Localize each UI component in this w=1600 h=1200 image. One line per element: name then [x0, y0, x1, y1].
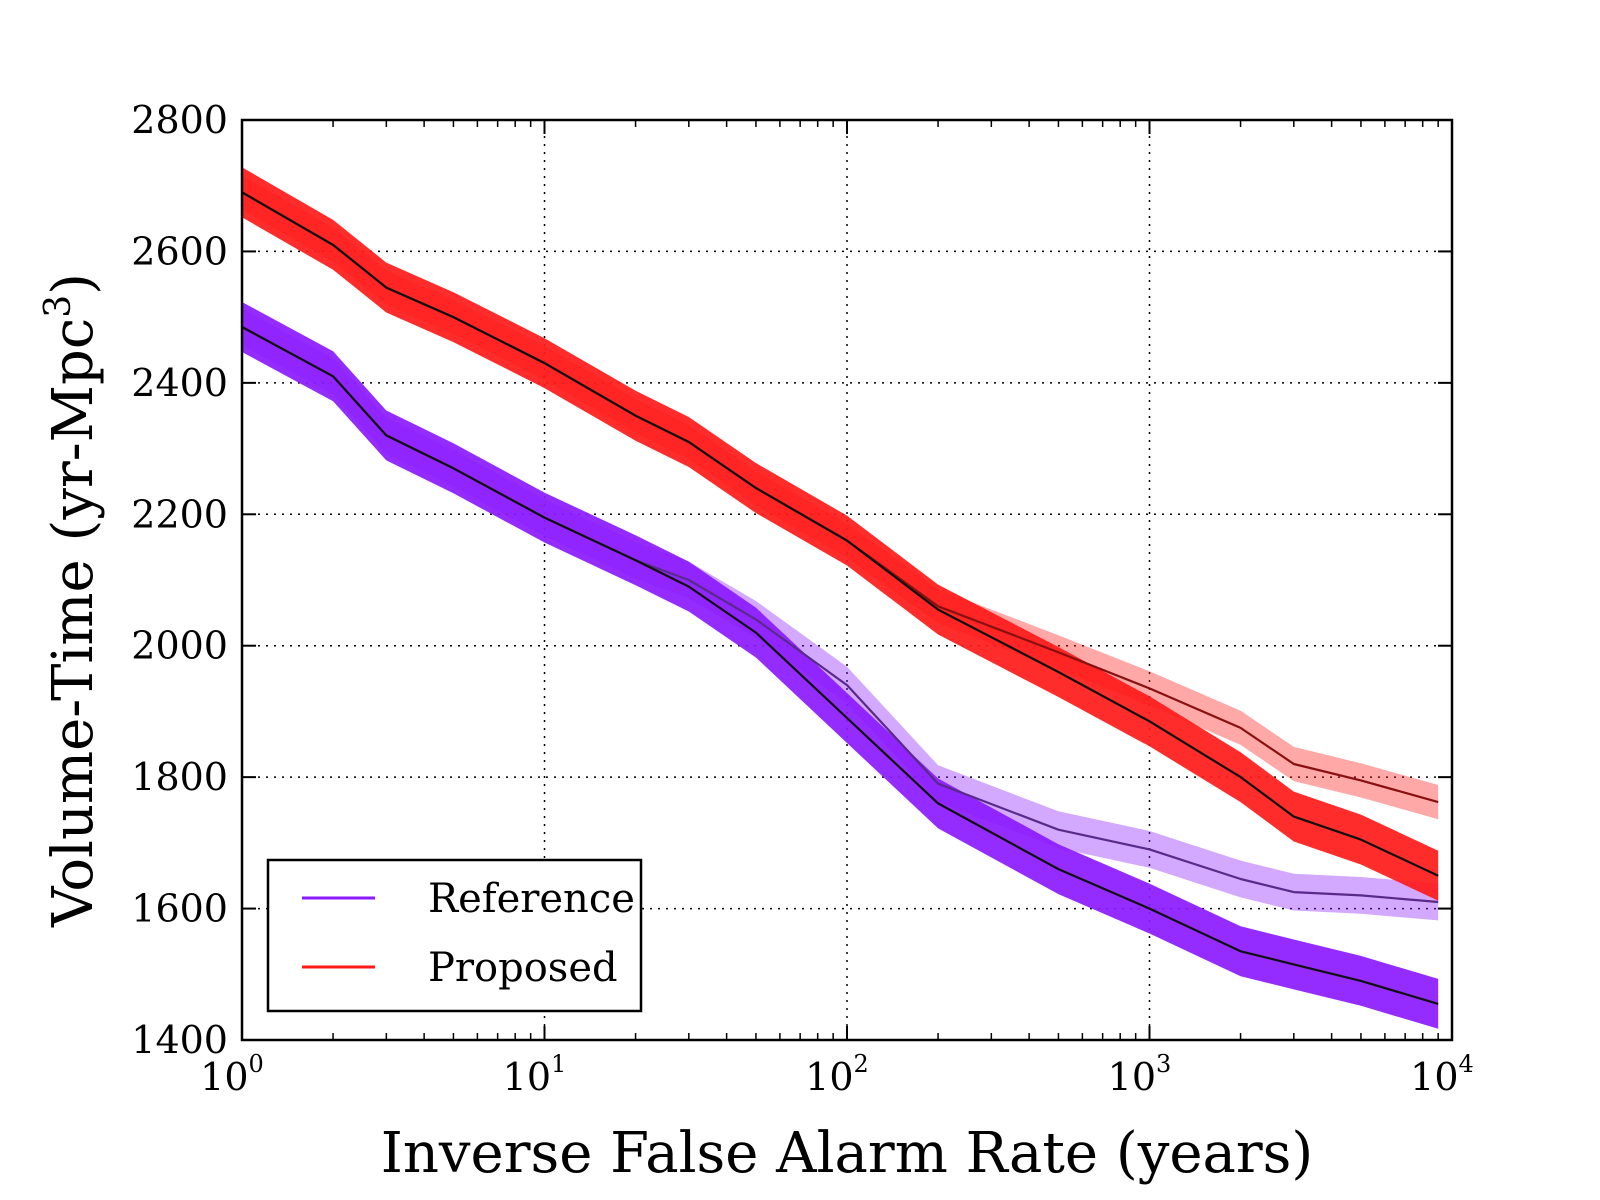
x-tick-label: 102	[805, 1050, 869, 1099]
tick-layer	[241, 119, 1453, 1041]
y-tick-label: 2200	[131, 492, 228, 536]
x-tick-label-base: 10	[503, 1055, 551, 1099]
x-tick-label: 100	[200, 1050, 264, 1099]
line-layer	[241, 191, 1439, 1005]
x-tick-label: 103	[1108, 1050, 1172, 1099]
x-tick-label-base: 10	[200, 1055, 248, 1099]
x-tick-label-exponent: 3	[1156, 1050, 1171, 1078]
y-tick-label: 1800	[131, 755, 228, 799]
x-tick-label-base: 10	[1108, 1055, 1156, 1099]
y-tick-label: 2800	[131, 98, 228, 142]
legend-label-proposed: Proposed	[428, 945, 618, 991]
x-tick-label-exponent: 2	[854, 1050, 869, 1078]
y-tick-label: 2000	[131, 624, 228, 668]
legend: Reference Proposed	[266, 858, 643, 1013]
y-tick-label: 2400	[131, 361, 228, 405]
legend-label-reference: Reference	[428, 876, 635, 922]
band-proposed-light	[242, 175, 1439, 820]
mean-line-proposed-primary	[241, 191, 1439, 877]
x-tick-label: 101	[503, 1050, 567, 1099]
x-tick-label: 104	[1410, 1050, 1474, 1099]
legend-box	[266, 858, 643, 1013]
mean-line-reference-primary	[241, 326, 1439, 1005]
band-reference-primary	[242, 302, 1439, 1029]
mean-line-reference-light	[241, 326, 1439, 904]
x-tick-label-exponent: 0	[249, 1050, 264, 1078]
y-tick-label: 2600	[131, 229, 228, 273]
y-tick-label: 1400	[131, 1018, 228, 1062]
x-tick-label-base: 10	[805, 1055, 853, 1099]
x-tick-label-exponent: 1	[551, 1050, 566, 1078]
band-layer	[242, 167, 1439, 1029]
y-axis-title-close: )	[41, 273, 106, 295]
x-axis-title: Inverse False Alarm Rate (years)	[381, 1121, 1314, 1186]
x-tick-label-base: 10	[1410, 1055, 1458, 1099]
y-axis-title-main: Volume-Time (yr-Mpc	[41, 318, 106, 928]
x-tick-label-exponent: 4	[1459, 1050, 1474, 1078]
band-reference-light	[242, 308, 1439, 921]
y-axis-title: Volume-Time (yr-Mpc3)	[38, 273, 106, 928]
y-axis-title-superscript: 3	[38, 295, 79, 318]
y-tick-label: 1600	[131, 887, 228, 931]
band-proposed-primary	[242, 167, 1439, 901]
